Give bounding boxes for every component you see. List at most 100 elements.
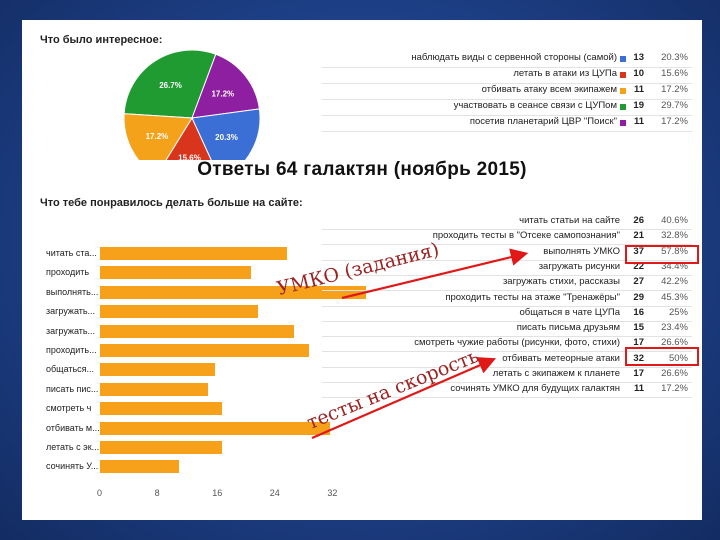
table-divider xyxy=(322,397,692,399)
table-divider xyxy=(322,115,692,116)
q2-row-label: общаться в чате ЦУПа xyxy=(519,306,620,318)
table-divider xyxy=(322,320,692,322)
q1-row-count: 11 xyxy=(633,84,644,95)
table-divider xyxy=(322,67,692,68)
q2-row-label: писать письма друзьям xyxy=(516,322,620,334)
q2-table: читать статьи на сайте 26 40.6% проходить т… xyxy=(322,215,692,400)
table-divider xyxy=(322,366,692,368)
q2-row-label: выполнять УМКО xyxy=(543,245,620,257)
q2-row-label: летать с экипажем к планете xyxy=(492,368,620,379)
q2-row-percent: 57.8% xyxy=(661,245,688,257)
bar-category-label: загружать... xyxy=(46,306,96,317)
q2-row-percent: 17.2% xyxy=(661,383,688,395)
table-divider xyxy=(322,229,692,230)
table-divider xyxy=(322,382,692,383)
pie-slice-label: 17.2% xyxy=(211,89,234,98)
q1-row-count: 13 xyxy=(633,52,644,63)
bar-category-label: отбивать м... xyxy=(46,422,100,433)
table-divider xyxy=(322,131,692,132)
q1-row-label: отбивать атаку всем экипажем xyxy=(481,84,617,95)
q2-row-count: 32 xyxy=(633,352,644,364)
legend-swatch xyxy=(620,120,626,126)
q1-row-label: посетив планетарий ЦВР "Поиск" xyxy=(469,116,617,127)
q2-row-count: 17 xyxy=(633,337,644,349)
q1-row-percent: 29.7% xyxy=(661,100,688,111)
q2-row-label: загружать стихи, рассказы xyxy=(502,276,620,288)
q1-row-label: наблюдать виды с сервенной стороны (само… xyxy=(411,52,617,63)
table-divider xyxy=(322,351,692,353)
q2-row-count: 29 xyxy=(633,291,644,303)
bar xyxy=(100,363,216,377)
q2-row-count: 11 xyxy=(633,383,644,395)
q1-row-percent: 17.2% xyxy=(661,84,688,95)
q2-row-percent: 40.6% xyxy=(661,215,688,226)
q1-row-label: участвовать в сеансе связи с ЦУПом xyxy=(453,100,617,111)
q2-row-count: 37 xyxy=(633,245,644,257)
q1-row-count: 10 xyxy=(633,68,644,79)
bar-category-label: общаться... xyxy=(46,364,95,375)
q2-row-label: загружать рисунки xyxy=(538,260,620,272)
q2-row-percent: 25% xyxy=(668,306,688,318)
q2-row-label: проходить тесты на этаже "Тренажёры" xyxy=(445,291,620,303)
q2-row-count: 27 xyxy=(633,276,644,288)
legend-swatch xyxy=(620,104,626,110)
table-divider xyxy=(322,305,692,307)
pie-slice xyxy=(191,108,261,160)
pie-slice-label: 20.3% xyxy=(215,133,238,142)
bar-category-label: выполнять... xyxy=(46,286,99,297)
bar xyxy=(100,344,309,357)
pie-slice-label: 26.7% xyxy=(159,81,182,90)
highlight-umko-row xyxy=(625,245,699,264)
q2-row-percent: 42.2% xyxy=(661,276,688,288)
x-axis-tick: 8 xyxy=(154,488,160,498)
q1-row-percent: 20.3% xyxy=(661,52,688,63)
q1-row-percent: 17.2% xyxy=(661,116,688,127)
bar-category-label: проходить xyxy=(46,267,90,278)
legend-swatch xyxy=(620,88,626,94)
bar-category-label: смотреть ч xyxy=(46,403,92,414)
bar-category-label: писать пис... xyxy=(46,383,99,394)
pie-slice-label: 15.6% xyxy=(178,153,201,160)
pie-slice-label: 17.2% xyxy=(146,132,169,141)
legend-swatch xyxy=(620,72,626,78)
bar xyxy=(100,402,223,416)
table-divider xyxy=(322,244,692,246)
legend-swatch xyxy=(620,56,626,62)
q2-row-percent: 26.6% xyxy=(661,368,688,379)
q1-row-count: 11 xyxy=(633,116,644,127)
q2-row-count: 16 xyxy=(633,306,644,318)
x-axis-tick: 0 xyxy=(97,488,103,498)
q2-title: Что тебе понравилось делать больше на са… xyxy=(40,197,303,209)
q2-row-count: 15 xyxy=(633,322,644,334)
q2-row-percent: 50% xyxy=(668,352,688,364)
highlight-meteor-row xyxy=(625,347,699,366)
q2-row-percent: 45.3% xyxy=(661,291,688,303)
q1-row-percent: 15.6% xyxy=(661,68,688,79)
q2-row-label: смотреть чужие работы (рисунки, фото, ст… xyxy=(414,337,620,349)
q1-row-label: летать в атаки из ЦУПа xyxy=(513,68,617,79)
q2-row-count: 22 xyxy=(633,260,644,272)
x-axis-tick: 24 xyxy=(269,488,280,498)
q2-row-count: 17 xyxy=(633,368,644,379)
x-axis-tick: 32 xyxy=(327,488,338,498)
bar xyxy=(100,460,180,474)
q2-row-label: читать статьи на сайте xyxy=(519,215,620,226)
pie-slice xyxy=(123,49,217,119)
q2-row-percent: 26.6% xyxy=(661,337,688,349)
pie-slice xyxy=(165,116,212,160)
bar xyxy=(100,421,331,435)
bar-category-label: проходить... xyxy=(46,345,97,355)
bar xyxy=(100,382,208,396)
bar xyxy=(100,266,252,280)
q1-row-count: 19 xyxy=(633,100,644,111)
q1-table: наблюдать виды с сервенной стороны (само… xyxy=(322,52,692,132)
bar xyxy=(100,247,288,260)
slide-canvas: Что было интересное: 26.7% 17.2% 20.3% 15.6… xyxy=(22,20,702,520)
q1-title: Что было интересное: xyxy=(40,34,163,46)
q2-row-percent: 23.4% xyxy=(661,322,688,334)
q2-row-count: 26 xyxy=(633,215,644,226)
q2-row-percent: 32.8% xyxy=(661,230,688,242)
q2-row-label: отбивать метеорные атаки xyxy=(502,352,620,364)
pie-slice xyxy=(123,113,193,160)
pie-chart: 26.7% 17.2% 20.3% 15.6% 17.2% xyxy=(123,49,261,160)
